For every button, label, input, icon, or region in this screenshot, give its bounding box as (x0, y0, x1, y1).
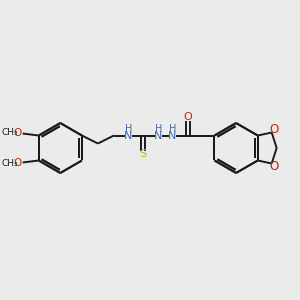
Text: O: O (14, 158, 22, 169)
Text: N: N (124, 130, 132, 140)
Text: O: O (14, 128, 22, 137)
Text: H: H (169, 124, 176, 134)
Text: H: H (125, 124, 133, 134)
Text: O: O (269, 123, 278, 136)
Text: S: S (139, 149, 146, 160)
Text: N: N (154, 130, 162, 140)
Text: O: O (183, 112, 192, 122)
Text: H: H (155, 124, 163, 134)
Text: N: N (168, 130, 176, 140)
Text: CH₃: CH₃ (2, 159, 18, 168)
Text: O: O (269, 160, 278, 173)
Text: CH₃: CH₃ (2, 128, 18, 137)
